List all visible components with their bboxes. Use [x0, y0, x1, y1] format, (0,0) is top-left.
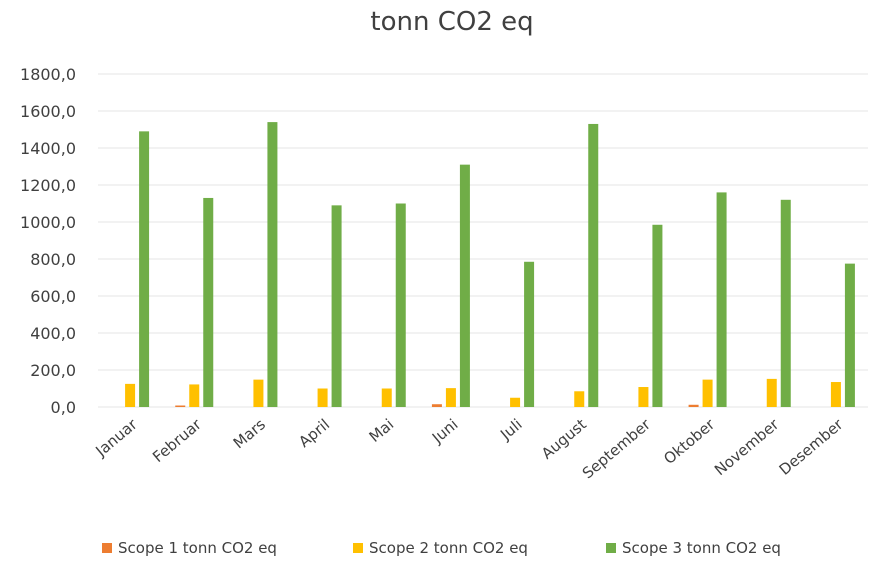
bar-3-februar — [203, 197, 214, 407]
bar-3-mars — [267, 122, 278, 407]
bar-2-juli — [510, 397, 521, 407]
bar-3-november — [780, 199, 791, 407]
y-tick-label: 1400,0 — [20, 139, 76, 158]
bar-2-mars — [253, 379, 264, 407]
x-tick-label: Mars — [230, 415, 269, 452]
bar-3-juli — [524, 261, 535, 407]
y-axis-ticks: 0,0 200,0 400,0 600,0 800,0 1000,0 1200,0 1400,… — [20, 65, 76, 417]
bar-2-september — [638, 387, 649, 407]
x-tick-label: Juli — [496, 415, 525, 444]
legend-label: Scope 3 tonn CO2 eq — [622, 539, 781, 557]
y-tick-label: 600,0 — [30, 287, 76, 306]
y-tick-label: 800,0 — [30, 250, 76, 269]
bar-3-august — [588, 123, 599, 407]
bar-2-januar — [125, 383, 136, 407]
bar-1-juni — [431, 404, 442, 407]
legend-label: Scope 1 tonn CO2 eq — [118, 539, 277, 557]
bar-2-mai — [381, 388, 392, 407]
y-tick-label: 0,0 — [51, 398, 76, 417]
bar-1-februar — [175, 405, 186, 407]
bars — [125, 122, 855, 407]
bar-1-oktober — [688, 404, 699, 407]
bar-2-april — [317, 388, 328, 407]
bar-2-oktober — [702, 379, 713, 407]
x-tick-label: Mai — [366, 415, 398, 446]
bar-2-august — [574, 391, 585, 407]
bar-2-november — [766, 378, 777, 407]
bar-3-september — [652, 224, 663, 407]
bar-3-mai — [395, 203, 406, 407]
y-tick-label: 1200,0 — [20, 176, 76, 195]
bar-3-januar — [139, 131, 150, 407]
x-tick-label: April — [295, 415, 333, 451]
x-tick-label: August — [538, 415, 590, 463]
x-tick-label: Februar — [149, 415, 205, 466]
x-tick-label: November — [711, 415, 783, 479]
legend-swatch — [102, 543, 112, 553]
x-tick-label: Desember — [776, 415, 847, 479]
bar-2-februar — [189, 384, 200, 407]
bar-2-desember — [830, 382, 841, 407]
x-axis-labels: Januar Februar Mars April Mai Juni Juli AugustS… — [92, 415, 848, 483]
x-tick-label: Januar — [92, 415, 142, 461]
legend: Scope 1 tonn CO2 eq Scope 2 tonn CO2 eq Sc… — [102, 539, 781, 557]
y-tick-label: 1600,0 — [20, 102, 76, 121]
legend-label: Scope 2 tonn CO2 eq — [369, 539, 528, 557]
legend-swatch — [353, 543, 363, 553]
y-tick-label: 1800,0 — [20, 65, 76, 84]
y-tick-label: 1000,0 — [20, 213, 76, 232]
x-tick-label: Oktober — [660, 415, 719, 468]
bar-3-desember — [844, 263, 855, 407]
x-tick-label: September — [579, 415, 655, 483]
bar-3-april — [331, 205, 342, 407]
bar-3-oktober — [716, 192, 727, 407]
bar-3-juni — [459, 164, 470, 407]
x-tick-label: Juni — [428, 415, 461, 447]
gridlines — [98, 73, 868, 408]
bar-2-juni — [445, 388, 456, 407]
legend-swatch — [606, 543, 616, 553]
y-tick-label: 200,0 — [30, 361, 76, 380]
y-tick-label: 400,0 — [30, 324, 76, 343]
chart-title: tonn CO2 eq — [370, 7, 533, 37]
